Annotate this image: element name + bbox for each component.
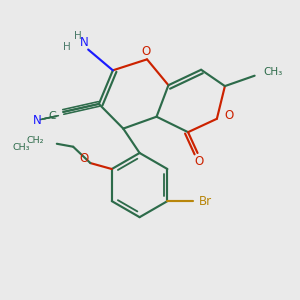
Text: O: O [224, 109, 233, 122]
Text: O: O [80, 152, 89, 165]
Text: C: C [49, 111, 56, 121]
Text: CH₂: CH₂ [27, 136, 44, 145]
Text: H: H [74, 32, 82, 41]
Text: CH₃: CH₃ [263, 67, 283, 77]
Text: O: O [142, 45, 151, 58]
Text: H: H [64, 43, 71, 52]
Text: N: N [80, 36, 88, 49]
Text: Br: Br [199, 195, 212, 208]
Text: O: O [194, 155, 204, 168]
Text: CH₃: CH₃ [13, 143, 30, 152]
Text: N: N [33, 114, 42, 127]
